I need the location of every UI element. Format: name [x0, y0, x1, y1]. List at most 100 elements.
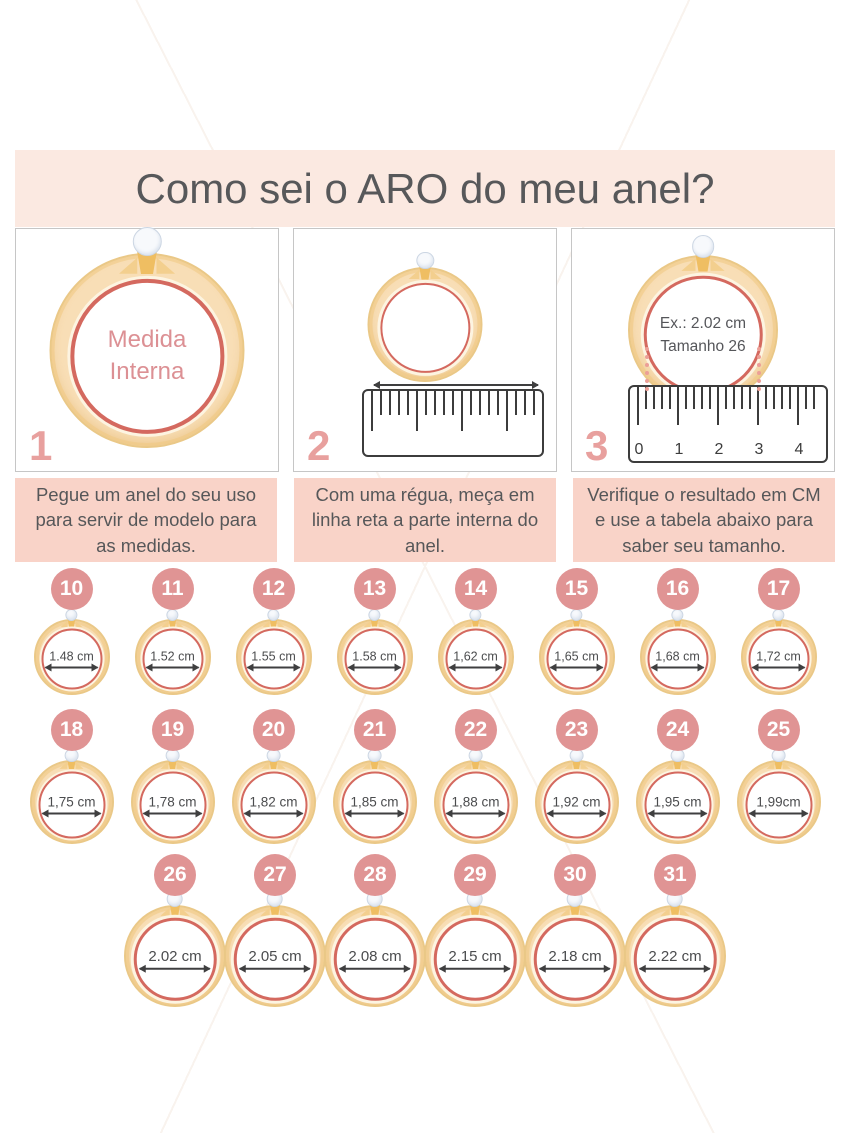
size-number-badge: 26	[154, 854, 196, 896]
size-number-badge: 19	[151, 709, 194, 751]
size-number-badge: 11	[151, 568, 194, 610]
ring-inner-circle: 1,68 cm	[647, 628, 708, 690]
diamond-icon	[118, 226, 177, 275]
size-number-badge: 24	[656, 709, 699, 751]
ring-illustration: 1.58 cm	[336, 608, 413, 695]
ring-inner-circle: 1,99cm	[745, 771, 812, 839]
gem-shoulder-right	[580, 620, 588, 628]
title-banner: Como sei o ARO do meu anel?	[15, 150, 835, 227]
gem-shoulder-left	[360, 907, 371, 916]
diameter-arrow	[438, 965, 512, 974]
ring-inner-circle: 2.02 cm	[133, 917, 217, 1001]
step-box-3: Ex.: 2.02 cm Tamanho 26 0 1 2 3 4 3	[571, 228, 835, 472]
size-number-badge: 13	[353, 568, 396, 610]
ring-size-item-26: 26 2.02 cm	[124, 854, 226, 1007]
size-number-badge: 25	[757, 709, 800, 751]
step-caption-3: Verifique o resultado em CM e use a tabe…	[573, 478, 835, 562]
ruler-ticks-long	[371, 391, 537, 431]
diameter-arrow	[243, 809, 304, 818]
diameter-arrow	[650, 663, 706, 672]
inner-measure-label: 1,78 cm	[148, 794, 197, 810]
ring-inner-circle: 2.05 cm	[233, 917, 317, 1001]
ring-inner-circle	[379, 282, 471, 374]
ring-inner-circle: 1.58 cm	[344, 628, 405, 690]
gem-shoulder-right	[782, 761, 791, 769]
ring-size-item-17: 17 1,72 cm	[728, 568, 829, 695]
ring-inner-circle: 2.22 cm	[633, 917, 717, 1001]
diameter-arrow	[145, 663, 201, 672]
ring-size-item-25: 25 1,99cm	[728, 709, 829, 844]
diameter-arrow	[638, 965, 712, 974]
inner-measure-label: 2.22 cm	[648, 948, 702, 966]
diamond-icon	[260, 891, 291, 917]
inner-measure-label: 1,68 cm	[655, 649, 700, 664]
ring-size-item-10: 10 1.48 cm	[21, 568, 122, 695]
inner-measure-label: 1,65 cm	[554, 649, 599, 664]
ring-illustration: 1,92 cm	[534, 748, 619, 844]
gem-shoulder-left	[262, 620, 270, 628]
ring-illustration: 1.55 cm	[235, 608, 312, 695]
gem-shoulder-left	[681, 258, 696, 271]
gem-shoulder-right	[479, 620, 487, 628]
step-number-1: 1	[29, 422, 53, 469]
inner-measure-label: 1.55 cm	[251, 649, 296, 664]
ring-inner-circle: 1,85 cm	[341, 771, 408, 839]
step-caption-2: Com uma régua, meça em linha reta a part…	[294, 478, 556, 562]
ruler-number: 1	[674, 441, 684, 458]
ring-illustration: 2.15 cm	[424, 891, 526, 1007]
diamond-icon	[564, 748, 589, 770]
ring-illustration: 2.08 cm	[324, 891, 426, 1007]
diamond-icon	[560, 891, 591, 917]
ring-illustration: 1,68 cm	[639, 608, 716, 695]
ring-illustration	[367, 251, 483, 382]
gem-shoulder-right	[710, 258, 725, 271]
diamond-icon	[160, 748, 185, 770]
gem-shoulder-left	[660, 907, 671, 916]
inner-measure-label: 1,88 cm	[451, 794, 500, 810]
gem-stone	[132, 226, 162, 256]
gem-shoulder-left	[160, 761, 169, 769]
inner-measure-label: 1,82 cm	[249, 794, 298, 810]
diamond-icon	[665, 748, 690, 770]
inner-measure-label: 2.05 cm	[248, 948, 302, 966]
gem-stone	[166, 608, 179, 622]
ring-illustration: 1,85 cm	[332, 748, 417, 844]
inner-measure-label: 1,62 cm	[453, 649, 498, 664]
size-number-badge: 31	[654, 854, 696, 896]
ring-illustration: 1,82 cm	[231, 748, 316, 844]
gem-shoulder-left	[59, 761, 68, 769]
gem-shoulder-right	[75, 620, 83, 628]
ring-inner-circle: 2.08 cm	[333, 917, 417, 1001]
size-number-badge: 23	[555, 709, 598, 751]
inner-measure-label: 2.08 cm	[348, 948, 402, 966]
ring-size-item-28: 28 2.08 cm	[324, 854, 426, 1007]
gem-shoulder-left	[460, 907, 471, 916]
inner-measure-label: 2.15 cm	[448, 948, 502, 966]
ring-size-item-20: 20 1,82 cm	[223, 709, 324, 844]
gem-shoulder-left	[363, 620, 371, 628]
gem-shoulder-right	[580, 761, 589, 769]
diameter-arrow	[44, 663, 100, 672]
ring-size-item-19: 19 1,78 cm	[122, 709, 223, 844]
gem-shoulder-left	[463, 761, 472, 769]
gem-shoulder-left	[767, 620, 775, 628]
inner-measure-label: 1,95 cm	[653, 794, 702, 810]
step-caption-1: Pegue um anel do seu uso para servir de …	[15, 478, 277, 562]
diameter-arrow	[138, 965, 212, 974]
inner-measure-label: 1,75 cm	[47, 794, 96, 810]
gem-shoulder-right	[681, 620, 689, 628]
diamond-icon	[681, 234, 726, 272]
gem-shoulder-right	[681, 761, 690, 769]
gem-stone	[671, 608, 684, 622]
ring-inner-circle: 1,92 cm	[543, 771, 610, 839]
diamond-icon	[261, 748, 286, 770]
steps-row: Medida Interna 1	[15, 226, 835, 472]
ring-inner-circle: 2.18 cm	[533, 917, 617, 1001]
diamond-icon	[463, 748, 488, 770]
example-measure-text: Ex.: 2.02 cm	[659, 314, 747, 332]
gem-stone	[416, 251, 434, 270]
ring-inner-circle: 1,78 cm	[139, 771, 206, 839]
size-number-badge: 14	[454, 568, 497, 610]
ruler-with-numbers: 0 1 2 3 4	[628, 385, 828, 463]
ring-size-item-18: 18 1,75 cm	[21, 709, 122, 844]
